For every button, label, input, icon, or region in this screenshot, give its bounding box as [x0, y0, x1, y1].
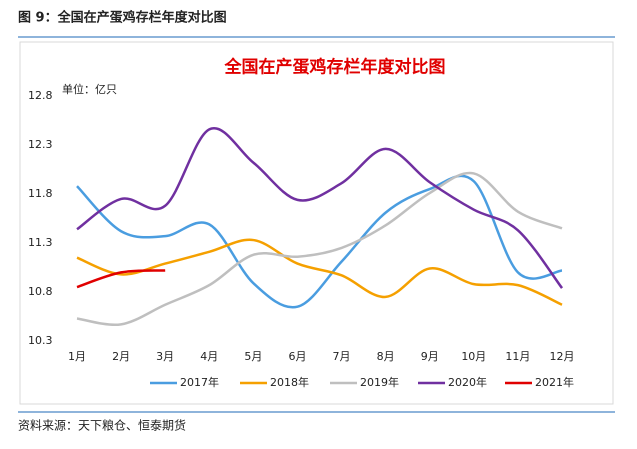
y-tick-label: 10.8	[28, 285, 53, 298]
unit-label: 单位：亿只	[62, 82, 117, 96]
series-line	[76, 238, 563, 306]
x-tick-label: 7月	[333, 350, 351, 363]
legend-label: 2021年	[535, 375, 574, 389]
chart-title: 全国在产蛋鸡存栏年度对比图	[224, 57, 446, 78]
y-tick-label: 12.8	[28, 89, 53, 102]
figure-header: 图 9：全国在产蛋鸡存栏年度对比图	[18, 10, 227, 26]
x-tick-label: 4月	[200, 350, 218, 363]
x-tick-label: 2月	[112, 350, 130, 363]
legend-label: 2020年	[448, 375, 487, 389]
x-tick-label: 12月	[550, 350, 575, 363]
legend-label: 2017年	[180, 375, 219, 389]
x-tick-label: 6月	[288, 350, 306, 363]
legend-label: 2018年	[270, 375, 309, 389]
chart-frame	[19, 41, 614, 405]
series-line	[76, 269, 166, 289]
series-line	[76, 174, 563, 309]
x-tick-label: 11月	[505, 350, 530, 363]
y-tick-label: 10.3	[28, 334, 53, 347]
y-tick-label: 11.3	[28, 236, 53, 249]
x-tick-label: 9月	[421, 350, 439, 363]
x-tick-label: 5月	[244, 350, 262, 363]
source-note: 资料来源：天下粮仓、恒泰期货	[18, 418, 186, 433]
y-tick-label: 11.8	[28, 187, 53, 200]
series-line	[76, 126, 563, 289]
x-tick-label: 3月	[156, 350, 174, 363]
x-tick-label: 8月	[377, 350, 395, 363]
y-tick-label: 12.3	[28, 138, 53, 151]
legend-label: 2019年	[360, 375, 399, 389]
x-tick-label: 10月	[461, 350, 486, 363]
x-tick-label: 1月	[68, 350, 86, 363]
series-line	[76, 171, 563, 327]
